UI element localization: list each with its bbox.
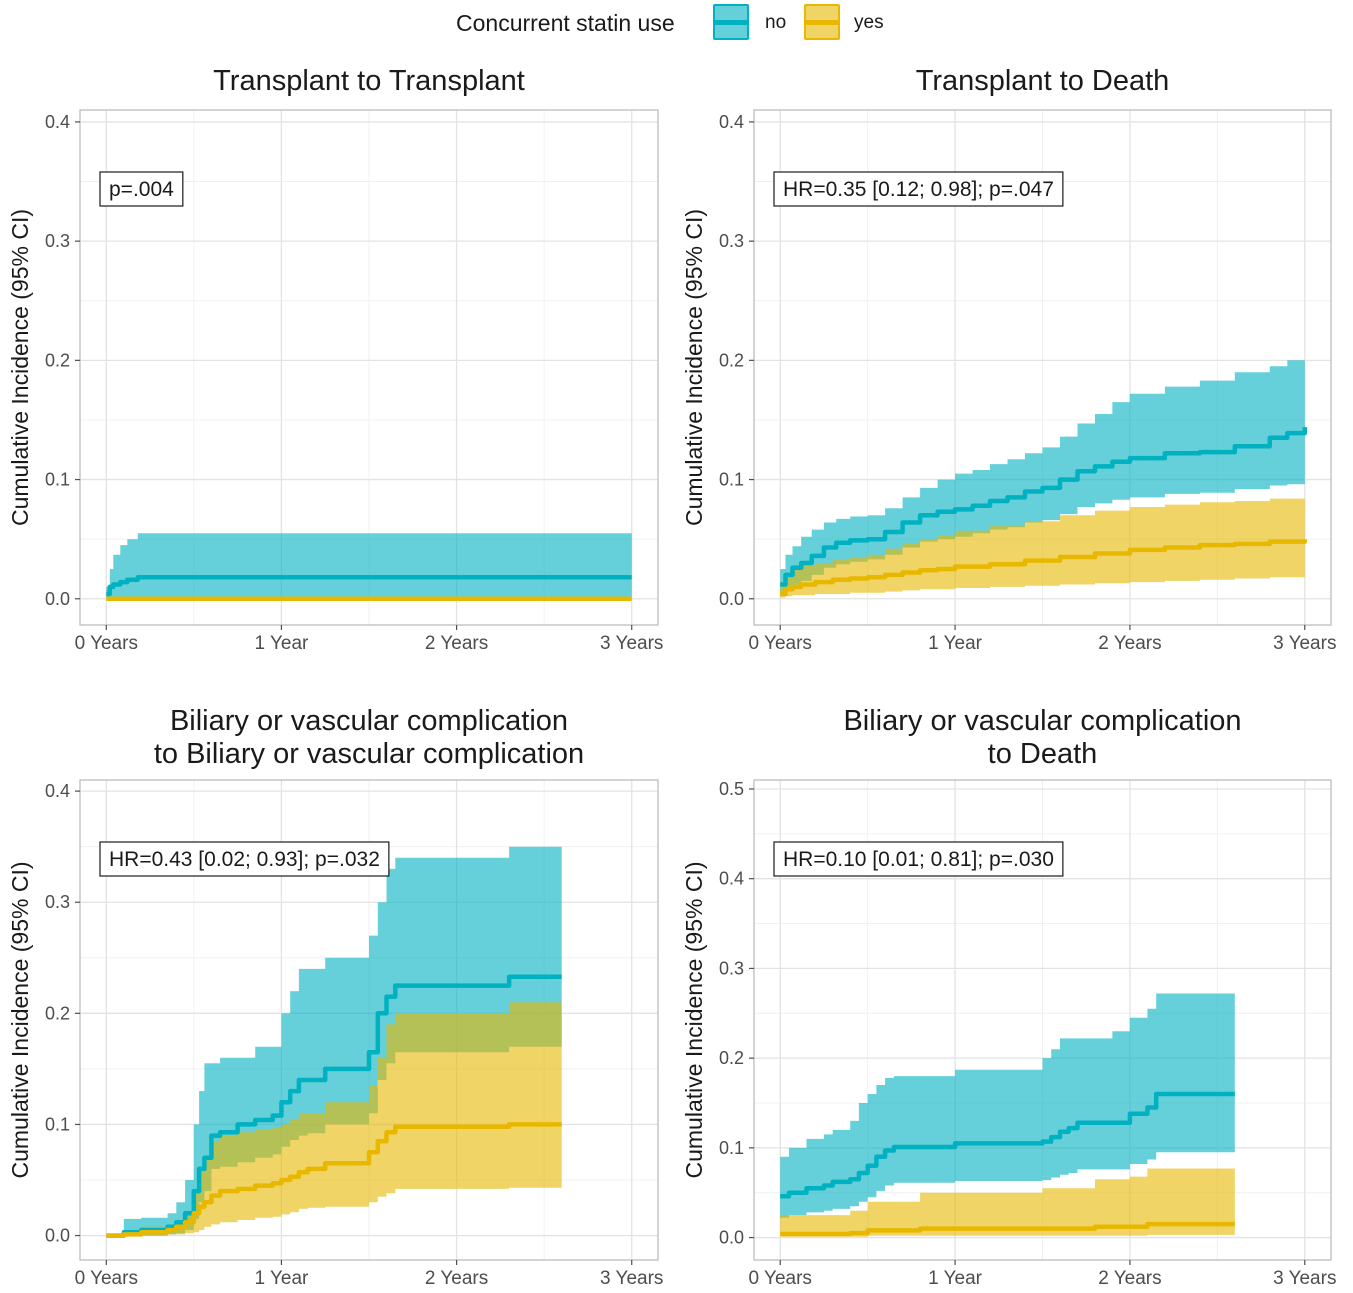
stats-annotation-box xyxy=(99,171,184,207)
x-tick-label: 2 Years xyxy=(425,1268,488,1289)
x-tick-label: 1 Year xyxy=(928,633,983,654)
chart-title-line-1: Transplant to Transplant xyxy=(213,65,525,97)
y-axis-label: Cumulative Incidence (95% CI) xyxy=(7,209,33,526)
panel-border xyxy=(79,109,659,626)
y-axis-label: Cumulative Incidence (95% CI) xyxy=(7,861,33,1178)
legend-label-yes: yes xyxy=(854,12,884,33)
y-tick-label: 0.2 xyxy=(719,350,744,370)
ci-ribbon-no xyxy=(106,533,632,599)
y-tick-label: 0.1 xyxy=(45,1114,70,1134)
stats-annotation: p=.004 xyxy=(99,171,184,207)
y-tick-label: 0.1 xyxy=(719,470,744,490)
legend-label-no: no xyxy=(765,12,787,33)
y-tick-label: 0.0 xyxy=(719,1228,744,1248)
y-tick-label: 0.3 xyxy=(45,231,70,251)
y-axis-label: Cumulative Incidence (95% CI) xyxy=(681,861,707,1178)
incidence-line-no xyxy=(106,974,562,1238)
stats-annotation-text: HR=0.35 [0.12; 0.98]; p=.047 xyxy=(783,178,1054,201)
incidence-line-yes xyxy=(780,1221,1235,1237)
ci-ribbon-yes xyxy=(106,1002,562,1236)
chart-title-line-1: Biliary or vascular complication xyxy=(170,705,568,737)
y-tick-label: 0.5 xyxy=(719,779,744,799)
panel-border xyxy=(79,779,659,1261)
panel-border xyxy=(753,109,1332,626)
stats-annotation-text: p=.004 xyxy=(109,178,174,201)
chart-title-line-1: Biliary or vascular complication xyxy=(843,705,1241,737)
legend-key-yes xyxy=(804,4,840,40)
y-tick-label: 0.4 xyxy=(719,112,744,132)
y-tick-label: 0.2 xyxy=(45,1003,70,1023)
incidence-line-yes xyxy=(780,539,1308,597)
incidence-line-no xyxy=(106,575,632,597)
x-tick-label: 2 Years xyxy=(1098,1268,1161,1289)
x-tick-label: 3 Years xyxy=(1273,1268,1336,1289)
x-tick-label: 1 Year xyxy=(928,1268,983,1289)
y-tick-label: 0.4 xyxy=(719,869,744,889)
y-tick-label: 0.0 xyxy=(719,589,744,609)
legend-title: Concurrent statin use xyxy=(456,10,675,36)
chart-transplant-to-death: Transplant to Death 0.0 0.1 0.2 0.3 0.4 0 Year… xyxy=(681,65,1336,654)
stats-annotation-text: HR=0.43 [0.02; 0.93]; p=.032 xyxy=(109,848,380,871)
panel-border xyxy=(753,779,1332,1261)
y-tick-label: 0.4 xyxy=(45,781,70,801)
stats-annotation: HR=0.10 [0.01; 0.81]; p=.030 xyxy=(773,841,1064,877)
x-tick-label: 0 Years xyxy=(749,1268,812,1289)
stats-annotation-box xyxy=(773,171,1064,207)
chart-title-line-2: to Biliary or vascular complication xyxy=(154,738,584,770)
incidence-line-no xyxy=(780,427,1308,587)
legend-key-no xyxy=(713,4,749,40)
y-tick-label: 0.2 xyxy=(45,350,70,370)
x-tick-label: 2 Years xyxy=(425,633,488,654)
y-tick-label: 0.3 xyxy=(719,231,744,251)
stats-annotation-box xyxy=(99,841,390,877)
stats-annotation: HR=0.43 [0.02; 0.93]; p=.032 xyxy=(99,841,390,877)
ci-ribbon-no xyxy=(780,993,1235,1218)
chart-transplant-to-transplant: Transplant to Transplant 0.0 0.1 0.2 0.3 0.4 0… xyxy=(7,65,663,654)
legend: Concurrent statin use no yes xyxy=(0,0,1353,48)
x-tick-label: 3 Years xyxy=(600,1268,663,1289)
ci-ribbon-no xyxy=(780,354,1305,596)
chart-title-line-2: to Death xyxy=(988,738,1098,770)
y-tick-label: 0.0 xyxy=(45,1226,70,1246)
x-tick-label: 1 Year xyxy=(254,1268,309,1289)
x-tick-label: 0 Years xyxy=(75,633,138,654)
x-tick-label: 0 Years xyxy=(749,633,812,654)
ci-ribbon-yes xyxy=(780,1168,1235,1237)
y-tick-label: 0.1 xyxy=(45,470,70,490)
x-tick-label: 0 Years xyxy=(75,1268,138,1289)
x-tick-label: 1 Year xyxy=(254,633,309,654)
stats-annotation-box xyxy=(773,841,1064,877)
x-tick-label: 2 Years xyxy=(1098,633,1161,654)
chart-title-line-1: Transplant to Death xyxy=(916,65,1170,97)
y-tick-label: 0.4 xyxy=(45,112,70,132)
incidence-line-yes xyxy=(106,1122,562,1238)
stats-annotation-text: HR=0.10 [0.01; 0.81]; p=.030 xyxy=(783,848,1054,871)
y-tick-label: 0.3 xyxy=(45,892,70,912)
stats-annotation: HR=0.35 [0.12; 0.98]; p=.047 xyxy=(773,171,1064,207)
x-tick-label: 3 Years xyxy=(1273,633,1336,654)
y-tick-label: 0.1 xyxy=(719,1138,744,1158)
y-tick-label: 0.0 xyxy=(45,589,70,609)
x-tick-label: 3 Years xyxy=(600,633,663,654)
y-tick-label: 0.3 xyxy=(719,958,744,978)
y-tick-label: 0.2 xyxy=(719,1048,744,1068)
y-axis-label: Cumulative Incidence (95% CI) xyxy=(681,209,707,526)
incidence-line-no xyxy=(780,1091,1235,1199)
